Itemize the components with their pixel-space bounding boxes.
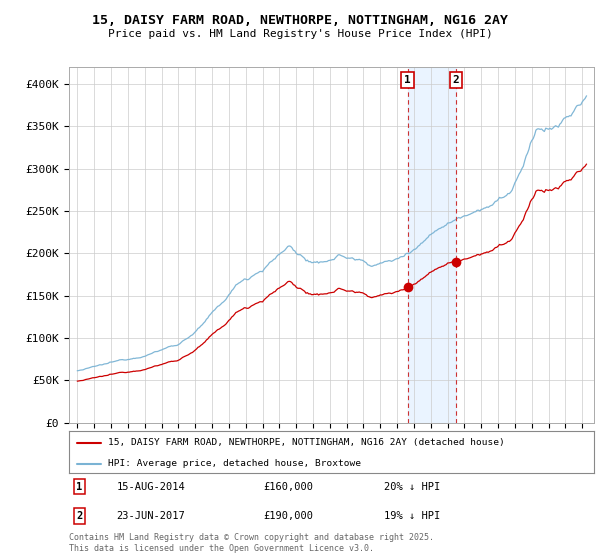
Text: 15, DAISY FARM ROAD, NEWTHORPE, NOTTINGHAM, NG16 2AY (detached house): 15, DAISY FARM ROAD, NEWTHORPE, NOTTINGH…: [109, 438, 505, 447]
Text: Contains HM Land Registry data © Crown copyright and database right 2025.
This d: Contains HM Land Registry data © Crown c…: [69, 533, 434, 553]
Text: 1: 1: [76, 482, 83, 492]
Text: 1: 1: [404, 75, 411, 85]
Text: 2: 2: [76, 511, 83, 521]
Text: £190,000: £190,000: [263, 511, 313, 521]
Text: 20% ↓ HPI: 20% ↓ HPI: [384, 482, 440, 492]
Bar: [407, 67, 455, 423]
Text: 2: 2: [452, 75, 459, 85]
Text: £160,000: £160,000: [263, 482, 313, 492]
Text: 15-AUG-2014: 15-AUG-2014: [116, 482, 185, 492]
Text: 23-JUN-2017: 23-JUN-2017: [116, 511, 185, 521]
Text: 15, DAISY FARM ROAD, NEWTHORPE, NOTTINGHAM, NG16 2AY: 15, DAISY FARM ROAD, NEWTHORPE, NOTTINGH…: [92, 14, 508, 27]
Text: Price paid vs. HM Land Registry's House Price Index (HPI): Price paid vs. HM Land Registry's House …: [107, 29, 493, 39]
Text: 19% ↓ HPI: 19% ↓ HPI: [384, 511, 440, 521]
Text: HPI: Average price, detached house, Broxtowe: HPI: Average price, detached house, Brox…: [109, 459, 361, 469]
